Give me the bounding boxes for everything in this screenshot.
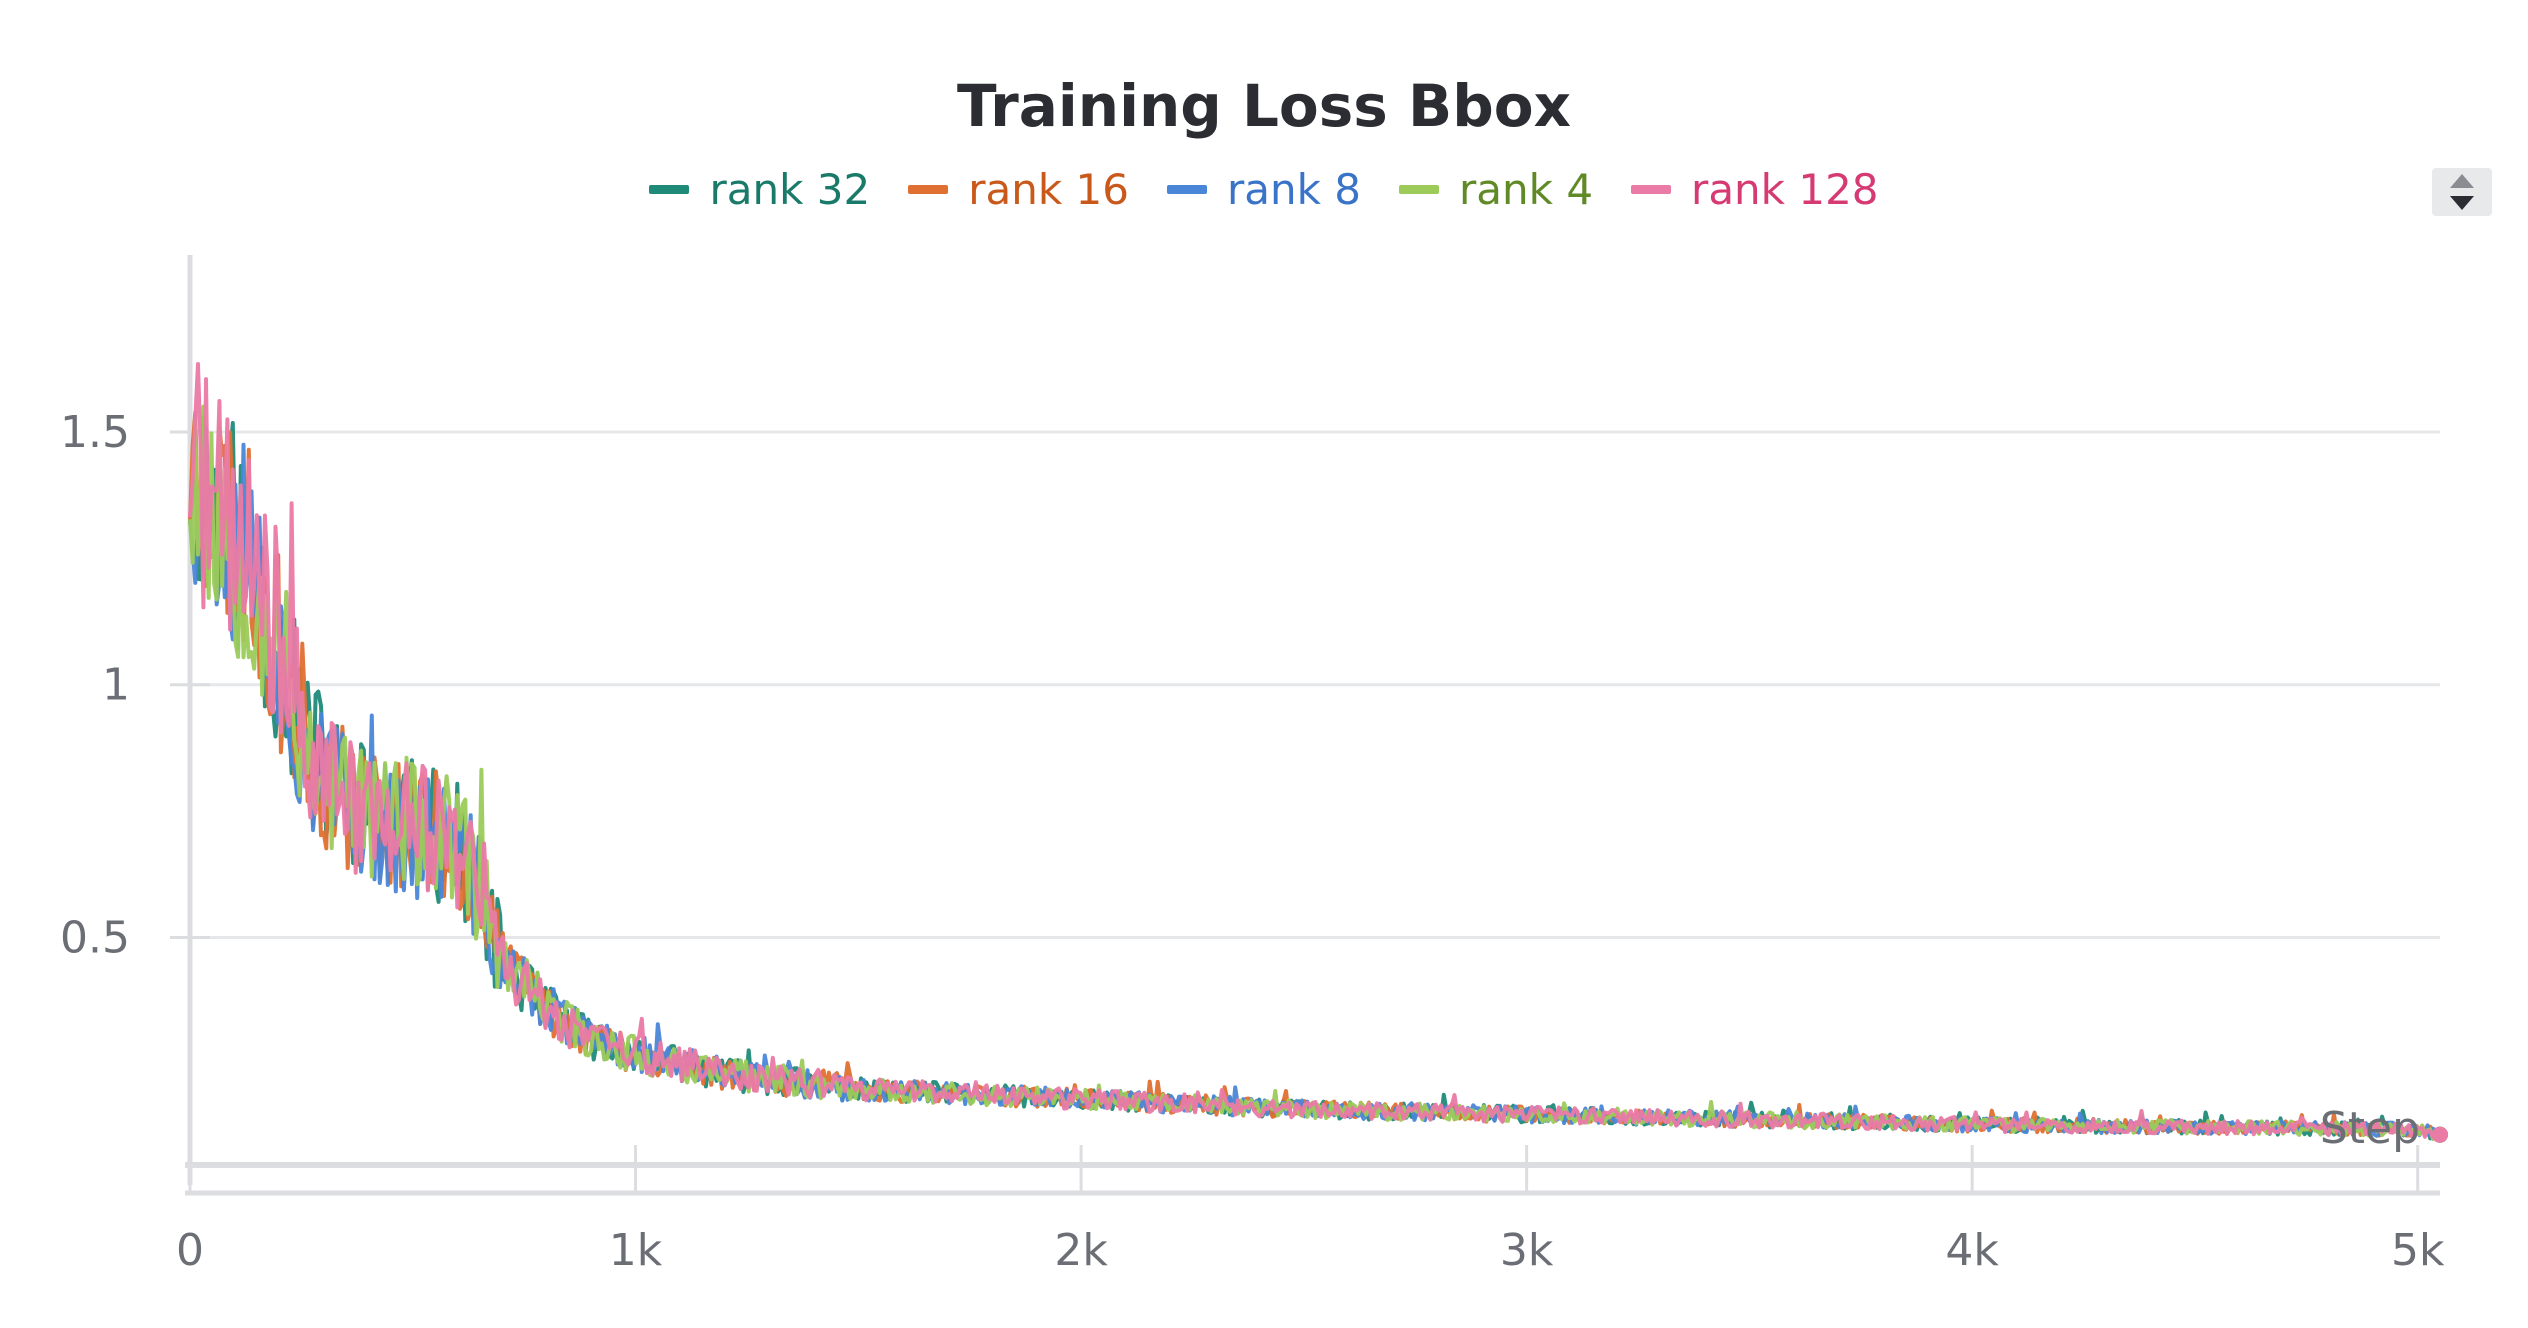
legend-item-rank-8[interactable]: rank 8 [1166, 165, 1362, 214]
x-tick-label: 2k [1054, 1225, 1108, 1276]
legend: rank 32 rank 16 rank 8 rank 4 rank 128 [0, 165, 2528, 214]
tick-labels: 0.5 1 1.5 0 1k 2k 3k 4k 5k Step [60, 407, 2445, 1276]
series-line-rank-32 [188, 413, 2441, 1141]
legend-scroll-control[interactable] [2432, 168, 2492, 216]
legend-label: rank 128 [1691, 165, 1879, 214]
legend-item-rank-32[interactable]: rank 32 [649, 165, 870, 214]
y-tick-label: 1 [102, 660, 130, 711]
axes [170, 255, 2440, 1196]
legend-label: rank 32 [709, 165, 871, 214]
x-tick-label: 5k [2391, 1225, 2445, 1276]
y-tick-label: 1.5 [60, 407, 130, 458]
legend-item-rank-4[interactable]: rank 4 [1399, 165, 1593, 214]
y-tick-label: 0.5 [60, 913, 130, 964]
legend-label: rank 4 [1459, 165, 1594, 214]
series-line-rank-16 [188, 410, 2440, 1138]
grid-lines [190, 430, 2440, 939]
series-line-rank-4 [188, 404, 2440, 1142]
legend-swatch [1166, 185, 1207, 194]
x-axis-title: Step [2320, 1103, 2420, 1154]
series-end-point [2432, 1126, 2448, 1143]
series-lines [188, 362, 2448, 1143]
scroll-down-icon[interactable] [2450, 196, 2474, 210]
series-line-rank-128 [188, 362, 2441, 1141]
legend-label: rank 8 [1226, 165, 1362, 214]
x-tick-label: 0 [176, 1225, 204, 1276]
legend-swatch [1631, 185, 1672, 194]
legend-swatch [908, 185, 949, 194]
legend-swatch [1399, 185, 1440, 194]
scroll-up-icon[interactable] [2450, 174, 2474, 188]
legend-label: rank 16 [968, 165, 1129, 214]
x-tick-label: 1k [609, 1225, 663, 1276]
legend-swatch [649, 185, 690, 194]
x-tick-label: 4k [1945, 1225, 1999, 1276]
x-tick-label: 3k [1500, 1225, 1554, 1276]
legend-item-rank-16[interactable]: rank 16 [908, 165, 1129, 214]
chart-title: Training Loss Bbox [956, 72, 1571, 140]
series-line-rank-8 [188, 425, 2440, 1139]
legend-item-rank-128[interactable]: rank 128 [1631, 165, 1879, 214]
